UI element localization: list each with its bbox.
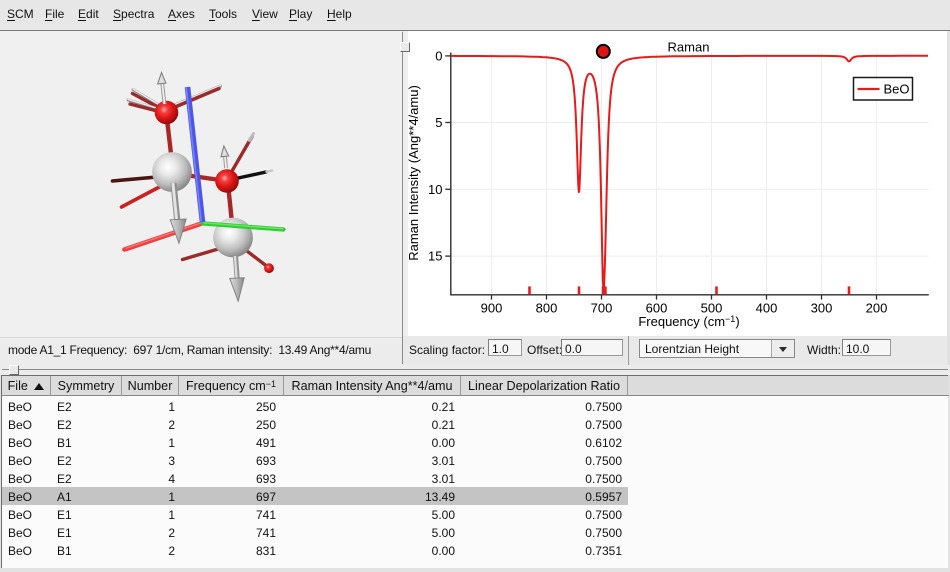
svg-text:BeO: BeO xyxy=(884,82,910,97)
svg-text:300: 300 xyxy=(811,300,833,315)
svg-text:900: 900 xyxy=(481,300,503,315)
svg-text:5: 5 xyxy=(435,115,442,130)
svg-text:15: 15 xyxy=(428,249,442,264)
svg-text:200: 200 xyxy=(866,300,888,315)
svg-text:500: 500 xyxy=(701,300,723,315)
svg-text:600: 600 xyxy=(646,300,668,315)
svg-text:400: 400 xyxy=(756,300,778,315)
svg-text:700: 700 xyxy=(591,300,613,315)
svg-text:Raman: Raman xyxy=(668,40,710,55)
svg-text:0: 0 xyxy=(435,49,442,64)
svg-text:10: 10 xyxy=(428,182,442,197)
svg-text:Raman Intensity (Ang**4/amu): Raman Intensity (Ang**4/amu) xyxy=(406,85,421,261)
svg-text:Frequency (cm−1): Frequency (cm−1) xyxy=(638,314,739,329)
svg-text:800: 800 xyxy=(536,300,558,315)
